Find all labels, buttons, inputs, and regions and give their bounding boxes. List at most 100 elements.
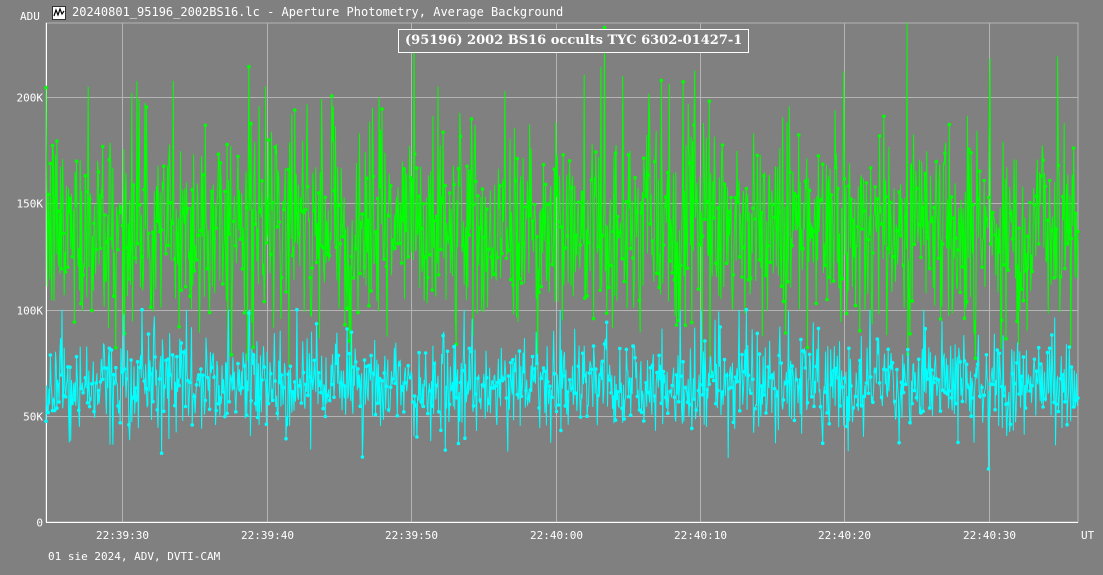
data-point [897,440,901,445]
data-point [855,403,860,407]
data-point [853,303,858,308]
data-point [96,388,101,393]
data-point [447,191,452,195]
data-point [864,181,869,185]
window-titlebar: 20240801_95196_2002BS16.lc - Aperture Ph… [52,3,563,21]
data-point [975,362,980,367]
data-point [733,375,738,380]
data-point [792,191,797,196]
data-point [68,365,72,370]
data-point [729,385,733,390]
data-point [203,123,208,128]
data-point [157,377,162,381]
data-point [262,299,267,304]
data-point [100,144,105,149]
data-point [351,365,356,369]
data-point [637,408,642,412]
data-point [334,361,339,366]
data-point [57,400,61,404]
data-point [90,308,94,313]
data-point [690,320,694,325]
data-point [764,273,768,278]
data-point [633,175,637,180]
data-point [589,178,594,182]
data-point [903,382,908,387]
data-point [255,415,260,420]
data-point [153,355,157,359]
data-point [982,178,986,183]
data-point [777,210,781,214]
data-point [367,363,371,368]
data-point [168,200,173,205]
data-point [951,216,956,220]
data-point [827,275,832,280]
x-tick-label: 22:39:30 [96,529,149,542]
data-point [561,153,565,157]
data-point [786,380,790,384]
data-point [820,441,825,446]
data-point [910,401,914,406]
data-point [724,373,729,378]
data-point [61,231,66,236]
data-point [382,257,387,262]
data-point [652,394,657,398]
data-point [517,349,522,353]
data-point [1010,237,1015,241]
data-point [1047,178,1052,183]
data-point [138,365,142,370]
data-point [703,217,707,222]
data-point [823,263,827,268]
data-point [906,347,910,352]
data-point [76,247,81,252]
data-point [388,385,393,390]
data-point [474,392,478,396]
data-point [229,352,234,357]
data-point [973,373,978,378]
data-point [522,241,526,246]
data-point [768,375,773,380]
data-point [930,368,934,372]
data-point [687,402,692,407]
data-point [443,448,448,452]
data-point [249,121,253,126]
data-point [561,374,565,378]
data-point [766,244,770,248]
data-point [1071,146,1076,150]
data-point [436,409,441,414]
data-point [831,279,836,283]
data-point [323,195,328,200]
data-point [973,356,978,361]
data-point [618,346,622,351]
data-point [81,391,85,395]
data-point [44,419,48,424]
data-point [947,389,952,393]
footer-info: 01 sie 2024, ADV, DVTI-CAM [48,550,221,563]
data-point [986,467,991,471]
data-point [218,396,223,400]
series-0 [44,22,1080,382]
data-point [493,272,498,276]
data-point [336,203,341,208]
data-point [886,246,890,251]
data-point [757,352,762,356]
data-point [692,397,696,401]
data-point [1071,405,1076,409]
data-point [554,193,559,197]
data-point [807,352,812,357]
data-point [1039,174,1043,178]
data-point [674,323,679,327]
data-point [482,384,487,388]
data-point [626,394,631,399]
data-point [382,371,387,375]
data-point [842,177,847,181]
data-point [495,255,500,260]
data-point [1032,203,1037,207]
data-point [144,105,149,109]
data-point [1008,422,1013,427]
data-point [417,194,421,199]
data-point [303,382,308,387]
data-point [55,406,59,411]
data-point [1017,392,1021,396]
data-point [458,134,463,139]
